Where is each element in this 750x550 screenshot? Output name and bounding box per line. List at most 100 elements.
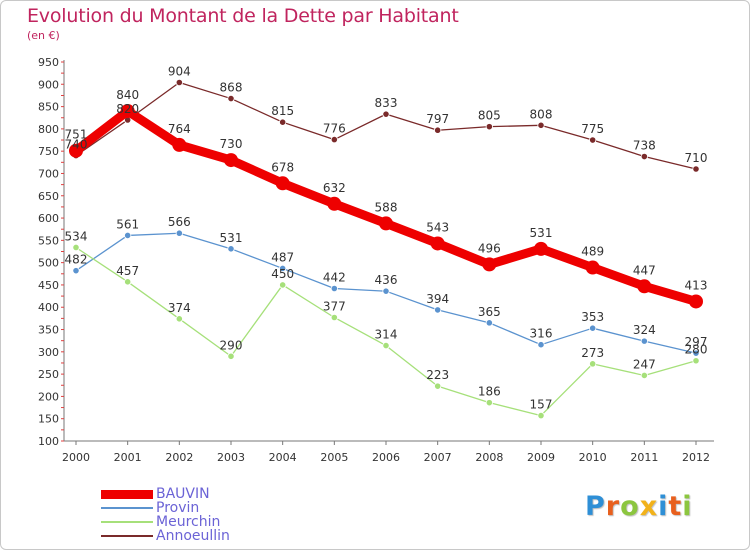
data-point-provin <box>382 287 390 295</box>
y-tick-label: 500 <box>38 257 59 270</box>
data-label-meurchin: 377 <box>323 299 346 313</box>
data-label-annoeullin: 833 <box>375 96 398 110</box>
data-label-meurchin: 223 <box>426 368 449 382</box>
chart-title: Evolution du Montant de la Dette par Hab… <box>27 5 459 27</box>
data-point-meurchin <box>382 341 390 350</box>
data-label-bauvin: 678 <box>271 160 294 174</box>
data-label-meurchin: 457 <box>116 264 139 278</box>
x-tick-label: 2002 <box>165 451 193 464</box>
data-point-provin <box>640 337 648 345</box>
data-label-provin: 566 <box>168 215 191 229</box>
data-point-meurchin <box>537 411 545 420</box>
data-label-bauvin: 496 <box>478 241 501 255</box>
data-point-meurchin <box>485 399 493 407</box>
data-label-layer: 740 820 904 868 815 776 833 797 805 808 775 738 710 4… <box>65 65 708 412</box>
y-tick-label: 800 <box>38 123 59 136</box>
data-label-annoeullin: 740 <box>65 138 88 152</box>
data-point-annoeullin <box>640 152 648 161</box>
data-label-annoeullin: 805 <box>478 109 501 123</box>
data-point-meurchin <box>175 315 183 323</box>
data-label-bauvin: 764 <box>168 122 191 136</box>
y-tick-label: 700 <box>38 167 59 180</box>
legend-label-annoeullin: Annoeullin <box>156 528 230 544</box>
y-tick-label: 350 <box>38 324 59 337</box>
data-label-annoeullin: 738 <box>633 139 656 153</box>
logo-letter: t <box>668 491 683 522</box>
chart-axes: 100 150 200 250 300 350 400 450 500 550 600 650 700 7… <box>38 56 714 464</box>
data-point-provin <box>227 245 235 253</box>
data-point-annoeullin <box>330 135 338 144</box>
data-label-provin: 531 <box>220 231 243 245</box>
data-label-meurchin: 290 <box>220 338 243 352</box>
legend-label-meurchin: Meurchin <box>156 514 221 530</box>
data-label-meurchin: 534 <box>65 229 88 243</box>
logo-letter: P <box>585 491 606 522</box>
data-label-provin: 394 <box>426 292 449 306</box>
data-point-provin <box>537 341 545 349</box>
data-point-annoeullin <box>537 121 545 129</box>
data-point-bauvin <box>534 241 548 256</box>
data-label-annoeullin: 815 <box>271 104 294 118</box>
data-point-annoeullin <box>692 165 700 173</box>
data-point-bauvin <box>637 279 652 294</box>
data-label-annoeullin: 797 <box>426 112 449 126</box>
data-point-provin <box>72 267 80 275</box>
data-label-annoeullin: 904 <box>168 65 191 79</box>
data-point-provin <box>485 319 493 327</box>
logo-letter: i <box>658 491 669 522</box>
data-point-meurchin <box>227 352 235 360</box>
data-label-provin: 436 <box>375 273 398 287</box>
x-tick-label: 2011 <box>630 451 658 464</box>
data-label-bauvin: 531 <box>530 226 553 240</box>
data-label-bauvin: 840 <box>116 88 139 102</box>
y-tick-label: 200 <box>38 390 59 403</box>
logo-letter: x <box>639 491 659 522</box>
y-tick-label: 550 <box>38 234 59 247</box>
data-label-provin: 482 <box>65 253 88 267</box>
y-tick-label: 900 <box>38 78 59 91</box>
data-label-meurchin: 157 <box>530 398 553 412</box>
data-label-annoeullin: 775 <box>581 122 604 136</box>
x-tick-label: 2000 <box>62 451 90 464</box>
data-point-meurchin <box>692 357 700 365</box>
x-tick-label: 2003 <box>217 451 245 464</box>
data-point-provin <box>175 229 183 237</box>
legend-swatch-provin <box>101 507 153 509</box>
x-tick-label: 2012 <box>682 451 710 464</box>
legend-swatch-bauvin <box>101 490 153 499</box>
y-tick-label: 100 <box>38 435 59 448</box>
data-point-annoeullin <box>279 118 287 126</box>
data-point-provin <box>279 264 287 273</box>
data-label-bauvin: 632 <box>323 181 346 195</box>
data-point-provin <box>330 284 338 293</box>
data-label-provin: 487 <box>271 250 294 264</box>
data-point-meurchin <box>640 371 648 380</box>
data-point-meurchin <box>124 278 132 286</box>
x-tick-label: 2005 <box>320 451 348 464</box>
y-tick-label: 250 <box>38 368 59 381</box>
data-point-bauvin <box>224 153 238 168</box>
data-label-bauvin: 489 <box>581 245 604 259</box>
data-label-bauvin: 751 <box>65 128 88 142</box>
data-point-bauvin <box>585 260 600 275</box>
data-label-bauvin: 413 <box>685 278 708 292</box>
data-label-meurchin: 374 <box>168 301 191 315</box>
data-point-bauvin <box>120 104 135 119</box>
legend-swatch-meurchin <box>101 521 153 523</box>
chart-subtitle: (en €) <box>27 29 60 42</box>
data-label-provin: 324 <box>633 323 656 337</box>
y-tick-label: 650 <box>38 190 59 203</box>
data-point-meurchin <box>72 243 80 252</box>
proxiti-logo: Proxiti <box>585 491 693 522</box>
data-point-annoeullin <box>485 123 493 131</box>
x-tick-label: 2009 <box>527 451 555 464</box>
data-point-bauvin <box>689 294 703 309</box>
y-tick-label: 600 <box>38 212 59 225</box>
data-label-meurchin: 450 <box>271 267 294 281</box>
data-point-annoeullin <box>382 110 390 118</box>
legend-swatch-annoeullin <box>101 535 153 537</box>
data-point-annoeullin <box>434 126 442 134</box>
x-tick-label: 2006 <box>372 451 400 464</box>
logo-letter: r <box>605 491 621 522</box>
